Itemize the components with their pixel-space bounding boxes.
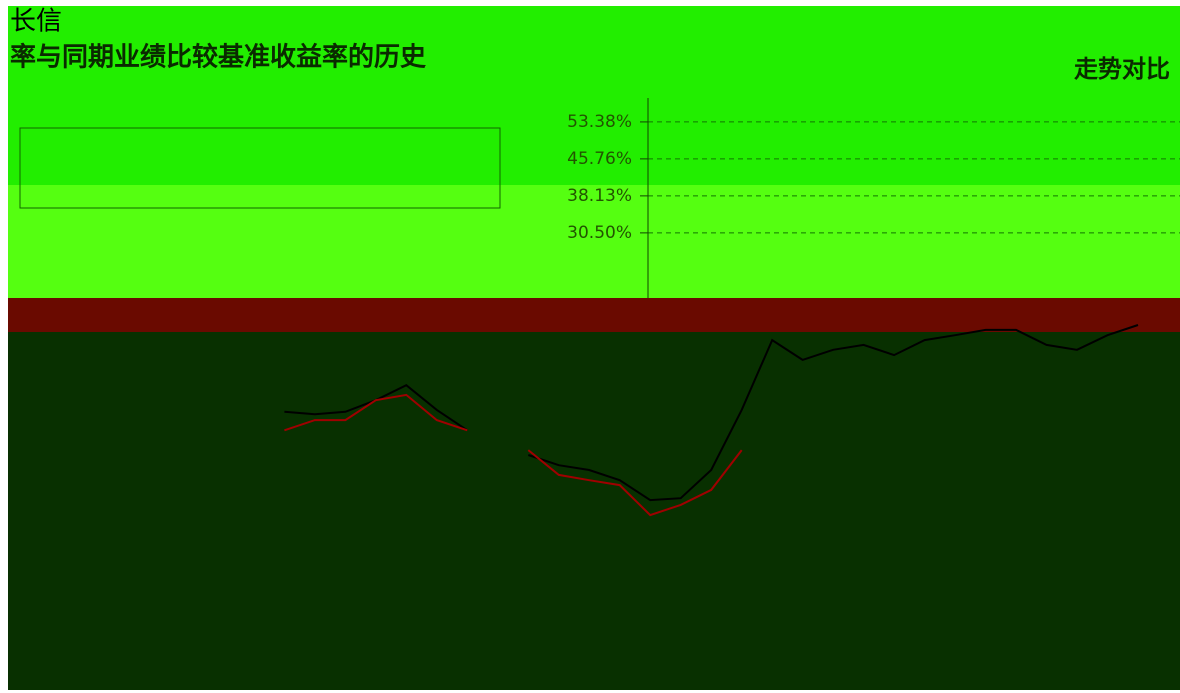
chart-title-right: 走势对比	[1074, 55, 1170, 83]
brand: 长信	[10, 7, 62, 37]
y-tick-label: 53.38%	[567, 112, 632, 132]
upper-band	[8, 185, 1180, 298]
series-line	[284, 393, 743, 517]
y-tick-label: 45.76%	[567, 149, 632, 169]
inset-frame	[19, 127, 501, 209]
chart-title: 率与同期业绩比较基准收益率的历史	[10, 42, 427, 73]
y-tick-label: 38.13%	[567, 186, 632, 206]
red-band	[8, 298, 1180, 332]
plot-area	[8, 332, 1180, 690]
y-tick-label: 30.50%	[567, 223, 632, 243]
